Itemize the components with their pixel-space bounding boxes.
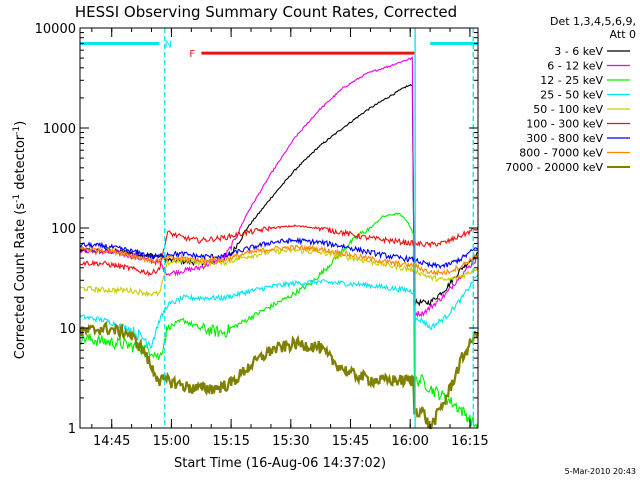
flag-label-N: N <box>165 39 172 50</box>
x-tick-label: 15:00 <box>153 434 190 449</box>
legend-header-line-1: Det 1,3,4,5,6,9, <box>550 15 636 28</box>
y-tick-label: 1 <box>68 422 76 437</box>
series-line-5 <box>79 224 479 278</box>
legend-label-5: 100 - 300 keV <box>526 118 603 131</box>
x-tick-label: 16:15 <box>451 434 488 449</box>
timestamp: 5-Mar-2010 20:43 <box>565 467 636 476</box>
legend-header-line-2: Att 0 <box>610 28 636 41</box>
series-line-8 <box>78 320 480 430</box>
y-tick-label: 10000 <box>35 22 76 37</box>
y-axis-label-mid: detector <box>13 134 28 194</box>
y-tick-label: 100 <box>51 222 76 237</box>
chart-title: HESSI Observing Summary Count Rates, Cor… <box>75 3 457 21</box>
x-tick-label: 15:45 <box>332 434 369 449</box>
series-line-7 <box>79 244 479 277</box>
legend-label-8: 7000 - 20000 keV <box>505 161 603 174</box>
legend-label-4: 50 - 100 keV <box>533 103 603 116</box>
flag-label-F: F <box>189 49 195 60</box>
x-tick-label: 14:45 <box>93 434 130 449</box>
y-axis-label-sup2: -1 <box>12 126 22 135</box>
series-line-1 <box>79 56 479 318</box>
plot-area: N F 1 10 100 1000 10000 14:45 15:00 15:15 15:30 15:… <box>35 22 489 449</box>
series-line-0 <box>79 84 479 307</box>
legend-label-6: 300 - 800 keV <box>526 132 603 145</box>
y-tick-label: 10 <box>59 322 76 337</box>
x-axis-label: Start Time (16-Aug-06 14:37:02) <box>174 456 386 471</box>
y-axis-label-sup1: -1 <box>12 194 22 203</box>
series-line-6 <box>79 236 479 270</box>
x-tick-label: 15:15 <box>212 434 249 449</box>
series-line-3 <box>79 273 479 349</box>
legend-label-7: 800 - 7000 keV <box>519 147 603 160</box>
x-tick-label: 16:00 <box>391 434 428 449</box>
y-axis-label-end: ) <box>13 121 28 126</box>
y-tick-label: 1000 <box>43 122 76 137</box>
legend-label-0: 3 - 6 keV <box>554 45 603 58</box>
series-line-4 <box>79 247 479 298</box>
legend-label-1: 6 - 12 keV <box>547 60 603 73</box>
legend-label-2: 12 - 25 keV <box>540 74 603 87</box>
plot-frame <box>79 27 479 429</box>
y-axis-label: Corrected Count Rate (s-1 detector-1) <box>12 121 28 359</box>
legend-label-3: 25 - 50 keV <box>540 89 603 102</box>
x-tick-label: 15:30 <box>272 434 309 449</box>
